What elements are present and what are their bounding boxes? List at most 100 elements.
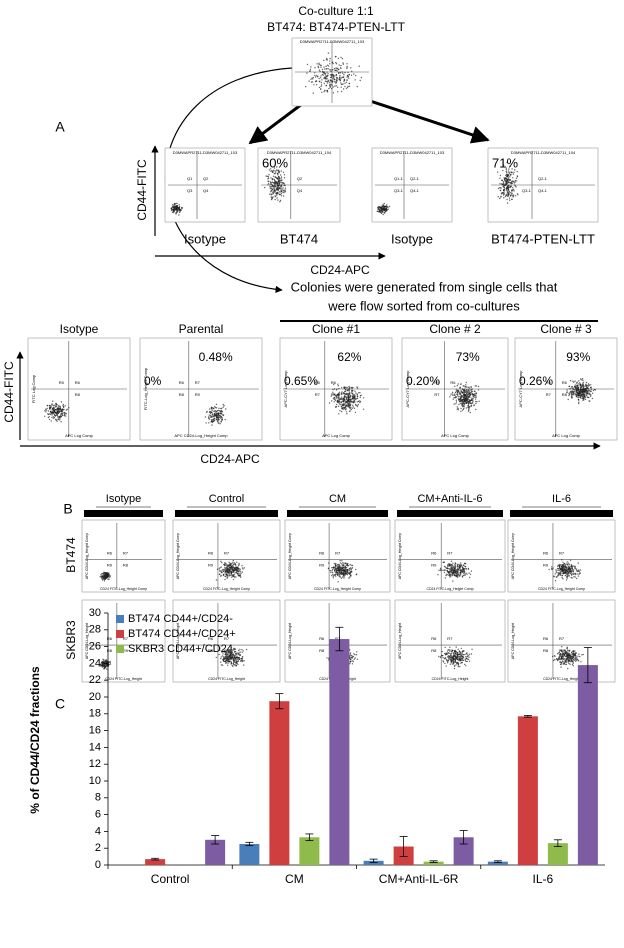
event-dot [335,61,337,64]
event-dot [577,392,579,394]
event-dot [458,396,460,398]
event-dot [566,389,568,391]
event-dot [342,562,344,564]
event-dot [215,415,218,417]
event-dot [569,652,571,655]
event-dot [284,191,286,193]
event-dot [458,566,461,568]
event-dot [281,187,283,189]
event-dot [65,412,67,414]
event-dot [227,570,229,572]
event-dot [57,409,60,411]
event-dot [508,197,511,199]
event-dot [560,568,562,570]
event-dot [63,408,65,411]
event-dot [219,423,221,425]
event-dot [222,406,224,408]
event-dot [569,649,571,652]
event-dot [60,412,63,415]
note: were flow sorted from co-cultures [327,298,520,313]
event-dot [345,573,347,575]
event-dot [239,571,242,573]
event-dot [567,659,569,661]
event-dot [334,568,336,570]
event-dot [348,577,350,579]
event-dot [551,566,553,568]
event-dot [276,194,278,196]
event-dot [221,655,224,657]
event-dot [171,205,174,208]
event-dot [442,661,445,663]
event-dot [356,405,358,407]
event-dot [48,418,51,421]
event-dot [347,562,349,565]
percent-label: 0.48% [199,350,233,364]
event-dot [332,388,334,391]
event-dot [309,70,311,72]
event-dot [339,410,341,412]
event-dot [456,572,459,574]
event-dot [58,418,60,420]
column-header: IL-6 [552,493,571,505]
event-dot [60,410,62,413]
event-dot [340,571,343,573]
event-dot [280,185,282,188]
event-dot [505,167,507,169]
gate-label: R8 [450,392,456,397]
gate-label: R8 [447,563,453,568]
event-dot [460,569,463,571]
event-dot [567,572,569,575]
event-dot [284,184,286,187]
gate-label: Q4 [203,188,209,193]
event-dot [587,383,590,385]
event-dot [467,396,469,398]
event-dot [336,565,338,567]
event-dot [351,389,353,392]
flow-plot [172,599,281,683]
event-dot [561,559,563,561]
event-dot [503,185,506,187]
event-dot [345,392,348,395]
event-dot [210,412,212,415]
event-dot [576,384,578,386]
event-dot [233,567,236,569]
event-dot [344,82,346,85]
event-dot [355,74,357,77]
event-dot [170,209,173,211]
event-dot [582,381,585,384]
event-dot [459,393,462,395]
event-dot [236,658,238,660]
event-dot [351,70,353,73]
event-dot [313,84,315,86]
event-dot [335,562,337,565]
event-dot [475,396,477,398]
event-dot [353,396,355,398]
event-dot [475,395,477,397]
event-dot [329,57,331,60]
event-dot [278,186,281,189]
event-dot [471,390,473,393]
event-dot [219,410,222,413]
axis-label: CD44-FITC [135,159,149,221]
event-dot [179,208,181,211]
event-dot [325,80,328,83]
header-bar [397,510,503,517]
event-dot [347,389,349,391]
event-dot [339,67,342,69]
event-dot [556,569,558,572]
event-dot [234,576,236,578]
event-dot [217,409,220,412]
event-dot [232,566,235,568]
percent-label: 0.26% [519,374,553,388]
event-dot [444,654,447,656]
gate-label: R6 [319,636,325,641]
event-dot [352,406,354,408]
event-dot [497,187,500,190]
event-dot [359,79,361,82]
event-dot [456,570,459,572]
event-dot [570,573,573,576]
event-dot [220,566,222,568]
event-dot [443,569,445,571]
event-dot [582,399,584,401]
event-dot [464,653,466,656]
